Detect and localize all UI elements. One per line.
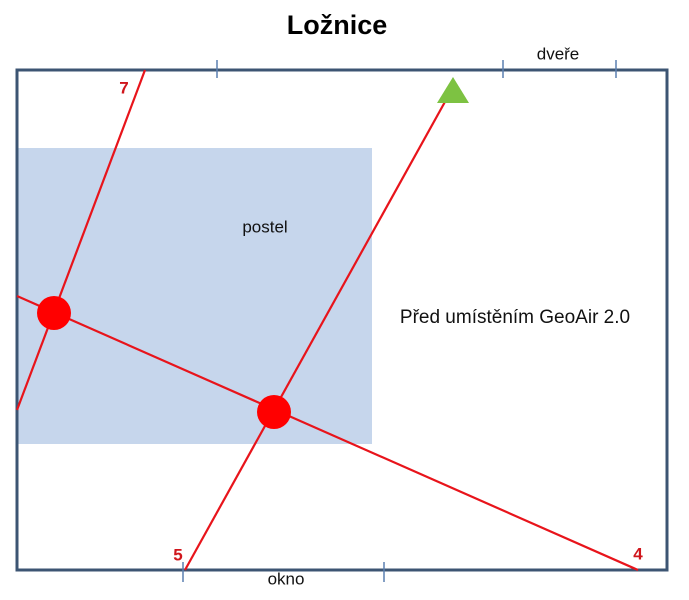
bed-label: postel <box>242 217 287 236</box>
signal-lines <box>15 69 639 572</box>
line-4 <box>16 294 639 572</box>
line-7 <box>15 69 147 411</box>
line-5 <box>184 99 447 571</box>
room-outline <box>15 68 669 572</box>
intersection <box>257 395 291 429</box>
line-label: 5 <box>173 545 182 564</box>
line-label: 4 <box>633 544 643 563</box>
annotation: Před umístěním GeoAir 2.0 <box>400 307 630 328</box>
door-label: dveře <box>537 44 580 63</box>
title: Ložnice <box>287 10 388 40</box>
line-label: 7 <box>119 78 128 97</box>
intersection <box>37 296 71 330</box>
bed <box>17 148 372 444</box>
wall-ticks <box>182 60 617 582</box>
window-label: okno <box>268 569 305 588</box>
direction-arrow <box>437 77 469 103</box>
